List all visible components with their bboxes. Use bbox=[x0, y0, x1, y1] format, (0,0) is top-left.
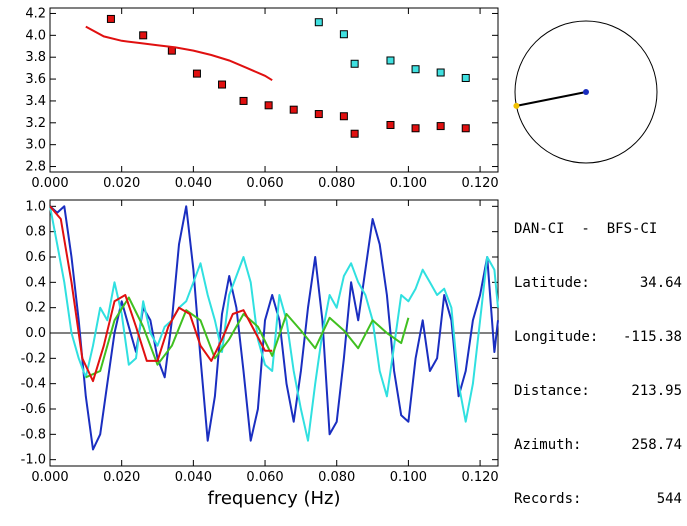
correlation-x-tick-label: 0.100 bbox=[390, 470, 427, 485]
correlation-y-tick-label: -0.6 bbox=[21, 402, 46, 417]
dispersion-point-red bbox=[139, 31, 148, 40]
compass-center-dot bbox=[583, 89, 589, 95]
dispersion-y-tick-label: 3.6 bbox=[25, 72, 46, 87]
dispersion-point-red bbox=[218, 80, 227, 89]
correlation-y-tick-label: 0.6 bbox=[25, 250, 46, 265]
dispersion-y-tick-label: 2.8 bbox=[25, 160, 46, 175]
azimuth-label: Azimuth: bbox=[514, 437, 582, 453]
correlation-series-1 bbox=[49, 206, 499, 442]
distance-row: Distance: 213.95 bbox=[514, 382, 682, 400]
dispersion-y-tick-label: 4.2 bbox=[25, 6, 46, 21]
dispersion-point-cyan bbox=[339, 30, 348, 39]
correlation-series-0 bbox=[49, 205, 499, 451]
dispersion-point-red bbox=[386, 120, 395, 129]
correlation-series-2 bbox=[85, 296, 410, 379]
dispersion-point-cyan bbox=[411, 65, 420, 74]
dispersion-x-tick-label: 0.020 bbox=[103, 176, 140, 191]
latitude-label: Latitude: bbox=[514, 275, 590, 291]
dispersion-point-cyan bbox=[350, 59, 359, 68]
azimuth-row: Azimuth: 258.74 bbox=[514, 436, 682, 454]
latitude-row: Latitude: 34.64 bbox=[514, 274, 682, 292]
distance-value: 213.95 bbox=[631, 383, 682, 399]
dispersion-x-tick-label: 0.040 bbox=[175, 176, 212, 191]
correlation-x-tick-label: 0.080 bbox=[318, 470, 355, 485]
dispersion-point-red bbox=[192, 69, 201, 78]
correlation-x-tick-label: 0.060 bbox=[246, 470, 283, 485]
dispersion-point-red bbox=[289, 105, 298, 114]
dispersion-point-cyan bbox=[314, 18, 323, 27]
x-axis-title: frequency (Hz) bbox=[207, 488, 340, 509]
correlation-x-tick-label: 0.120 bbox=[461, 470, 498, 485]
records-label: Records: bbox=[514, 491, 582, 507]
station-pair-label: DAN-CI - BFS-CI bbox=[514, 221, 658, 237]
dispersion-point-cyan bbox=[436, 68, 445, 77]
correlation-y-tick-label: -0.2 bbox=[21, 351, 46, 366]
dispersion-y-tick-label: 3.0 bbox=[25, 138, 46, 153]
compass-tip-dot bbox=[513, 102, 520, 109]
correlation-y-tick-label: -0.8 bbox=[21, 427, 46, 442]
correlation-y-tick-label: 1.0 bbox=[25, 199, 46, 214]
correlation-x-tick-label: 0.020 bbox=[103, 470, 140, 485]
dispersion-x-tick-label: 0.120 bbox=[461, 176, 498, 191]
dispersion-x-tick-label: 0.060 bbox=[246, 176, 283, 191]
correlation-y-tick-label: 0.4 bbox=[25, 275, 46, 290]
dispersion-point-red bbox=[106, 14, 115, 23]
azimuth-needle bbox=[516, 91, 587, 107]
dispersion-point-red bbox=[264, 101, 273, 110]
correlation-x-tick-label: 0.040 bbox=[175, 470, 212, 485]
dispersion-y-tick-label: 3.8 bbox=[25, 50, 46, 65]
compass-circle bbox=[514, 20, 658, 164]
dispersion-y-tick-label: 3.2 bbox=[25, 116, 46, 131]
dispersion-plot-frame bbox=[49, 7, 499, 173]
correlation-y-tick-label: -0.4 bbox=[21, 377, 46, 392]
correlation-y-tick-label: 0.8 bbox=[25, 225, 46, 240]
dispersion-x-tick-label: 0.000 bbox=[31, 176, 68, 191]
station-info-panel: DAN-CI - BFS-CI Latitude: 34.64 Longitude… bbox=[514, 184, 682, 526]
dispersion-fit-line bbox=[85, 25, 273, 82]
dispersion-y-tick-label: 4.0 bbox=[25, 28, 46, 43]
longitude-label: Longitude: bbox=[514, 329, 599, 345]
longitude-value: -115.38 bbox=[622, 329, 682, 345]
dispersion-y-tick-label: 3.4 bbox=[25, 94, 46, 109]
dispersion-point-red bbox=[350, 129, 359, 138]
records-value: 544 bbox=[656, 491, 682, 507]
longitude-row: Longitude: -115.38 bbox=[514, 328, 682, 346]
latitude-value: 34.64 bbox=[639, 275, 682, 291]
dispersion-point-red bbox=[314, 110, 323, 119]
correlation-y-tick-label: -1.0 bbox=[21, 453, 46, 468]
azimuth-value: 258.74 bbox=[631, 437, 682, 453]
dispersion-x-tick-label: 0.100 bbox=[390, 176, 427, 191]
correlation-y-tick-label: 0.0 bbox=[25, 326, 46, 341]
dispersion-marks bbox=[85, 14, 470, 138]
dispersion-point-cyan bbox=[386, 56, 395, 65]
dispersion-point-red bbox=[339, 112, 348, 121]
records-row: Records: 544 bbox=[514, 490, 682, 508]
correlation-y-tick-label: 0.2 bbox=[25, 301, 46, 316]
distance-label: Distance: bbox=[514, 383, 590, 399]
dispersion-point-cyan bbox=[461, 73, 470, 82]
correlation-series-3 bbox=[49, 205, 273, 383]
dispersion-axes: 0.000 0.020 0.040 0.060 0.080 0.100 0.120 2.8 3.… bbox=[25, 6, 498, 191]
correlation-x-tick-label: 0.000 bbox=[31, 470, 68, 485]
dispersion-point-red bbox=[411, 124, 420, 133]
correlation-marks bbox=[49, 205, 499, 451]
dispersion-point-red bbox=[436, 122, 445, 131]
dispersion-point-red bbox=[239, 96, 248, 105]
dispersion-point-red bbox=[461, 124, 470, 133]
dispersion-x-tick-label: 0.080 bbox=[318, 176, 355, 191]
